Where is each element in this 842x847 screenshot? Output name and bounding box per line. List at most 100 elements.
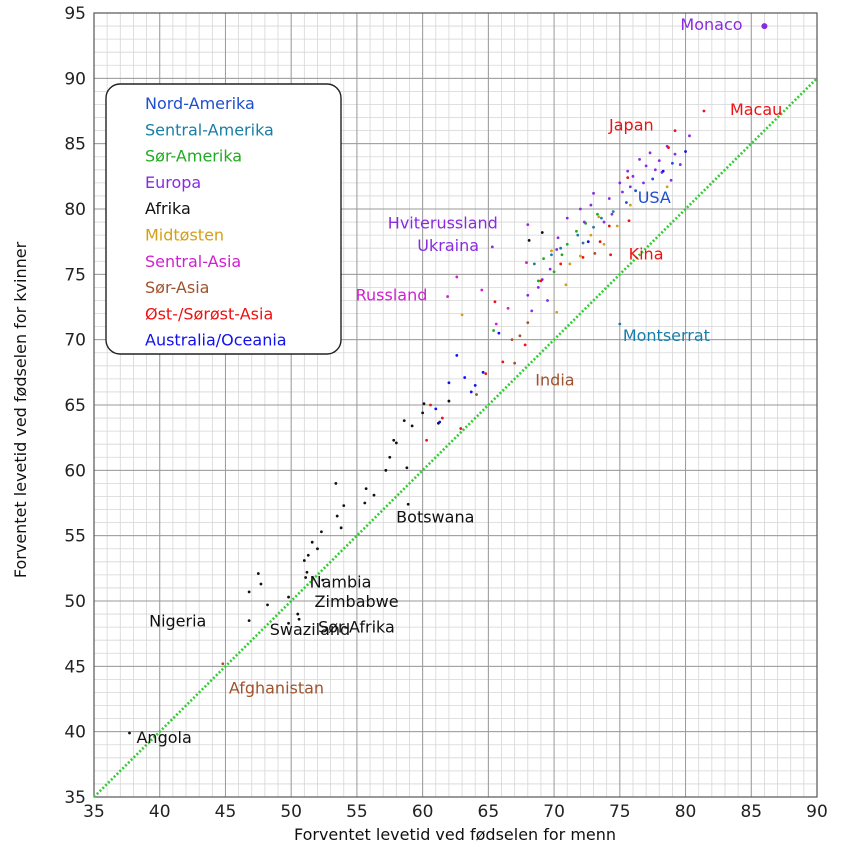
y-tick-label: 95	[64, 4, 86, 24]
data-point	[702, 109, 706, 113]
data-point	[440, 416, 444, 420]
data-point	[589, 203, 593, 207]
data-point	[530, 309, 534, 313]
y-tick-label: 40	[64, 723, 86, 743]
data-point	[429, 403, 432, 407]
data-point	[266, 603, 269, 607]
y-tick-label: 70	[64, 331, 86, 351]
data-point	[607, 224, 611, 228]
data-point	[667, 146, 670, 149]
data-point	[536, 286, 540, 289]
data-point	[611, 210, 615, 214]
y-tick-label: 55	[64, 527, 86, 547]
annotation-label: Zimbabwe	[315, 592, 399, 611]
legend-entry: Øst-/Sørøst-Asia	[145, 304, 273, 323]
data-point	[302, 559, 306, 562]
y-tick-label: 90	[64, 69, 86, 89]
data-point	[661, 169, 665, 173]
data-point	[334, 482, 338, 485]
data-point	[559, 262, 563, 266]
data-point	[460, 313, 464, 317]
annotation-label: Angola	[136, 728, 191, 747]
data-point	[484, 372, 488, 376]
data-point	[247, 590, 251, 594]
data-point	[565, 216, 569, 220]
annotation-label: India	[535, 370, 574, 389]
data-point	[447, 381, 451, 385]
data-point	[342, 504, 346, 508]
data-point	[510, 338, 514, 342]
data-point	[626, 176, 630, 180]
annotation-label: Macau	[730, 100, 782, 119]
annotation-label: Botswana	[396, 507, 474, 526]
y-axis-ticks: 35 40 45 50 55 60 65 70 75 80 85 90 95	[64, 4, 86, 808]
x-axis-ticks: 35 40 45 50 55 60 65 70 75 80 85 90	[83, 802, 828, 822]
data-point	[638, 157, 641, 161]
data-point	[550, 249, 553, 253]
data-point	[335, 514, 339, 518]
data-point	[497, 331, 501, 335]
data-point	[494, 322, 498, 326]
legend-entry: Sentral-Asia	[145, 252, 241, 271]
data-point	[627, 219, 631, 223]
data-point	[310, 540, 314, 544]
x-tick-label: 70	[543, 802, 565, 822]
legend-entry: Afrika	[145, 199, 191, 218]
data-point	[596, 212, 599, 216]
data-point	[316, 547, 319, 551]
legend: Nord-Amerika Sentral-Amerika Sør-Amerika Eu…	[105, 83, 342, 355]
data-point	[221, 662, 225, 666]
data-point	[320, 530, 323, 534]
data-point	[634, 189, 637, 193]
data-point	[564, 283, 568, 287]
data-point	[552, 270, 556, 274]
data-point	[618, 322, 622, 326]
y-axis-label: Forventet levetid ved fødselen for kvinn…	[11, 241, 30, 578]
legend-entry: Europa	[145, 173, 201, 192]
data-point	[384, 468, 388, 472]
data-point	[568, 262, 572, 266]
data-point	[581, 255, 585, 259]
data-point	[624, 201, 628, 204]
annotation-label: Japan	[608, 116, 654, 135]
x-tick-label: 85	[740, 802, 762, 822]
data-point	[631, 174, 635, 178]
y-tick-label: 50	[64, 592, 86, 612]
data-point	[555, 248, 559, 251]
data-point	[671, 161, 674, 165]
data-point	[576, 233, 580, 237]
legend-entry: Sør-Asia	[145, 278, 209, 297]
annotation-label: Russland	[356, 286, 428, 305]
x-tick-label: 80	[675, 802, 697, 822]
data-point	[626, 169, 630, 173]
data-point	[493, 300, 497, 304]
data-point	[621, 190, 624, 194]
x-tick-label: 50	[280, 802, 302, 822]
data-point	[259, 582, 263, 586]
data-point	[455, 275, 459, 279]
data-point	[339, 526, 343, 530]
y-tick-label: 35	[64, 788, 86, 808]
data-point	[363, 501, 367, 505]
data-point	[555, 310, 559, 314]
data-point	[480, 288, 484, 292]
y-tick-label: 45	[64, 657, 86, 677]
data-point	[628, 185, 632, 189]
annotation-label: Montserrat	[623, 326, 710, 345]
data-point	[592, 191, 595, 195]
data-point	[392, 438, 396, 442]
data-point	[539, 279, 543, 283]
annotation-label: Nigeria	[149, 612, 206, 631]
data-point	[542, 257, 545, 261]
data-point	[602, 242, 606, 246]
data-point	[688, 134, 691, 138]
data-point	[518, 334, 522, 338]
data-point	[526, 321, 530, 325]
data-point	[540, 231, 544, 234]
data-point	[648, 151, 652, 155]
legend-entry: Midtøsten	[145, 226, 224, 245]
data-point	[446, 295, 450, 298]
annotation-label: Monaco	[680, 15, 742, 34]
data-point	[581, 241, 585, 245]
